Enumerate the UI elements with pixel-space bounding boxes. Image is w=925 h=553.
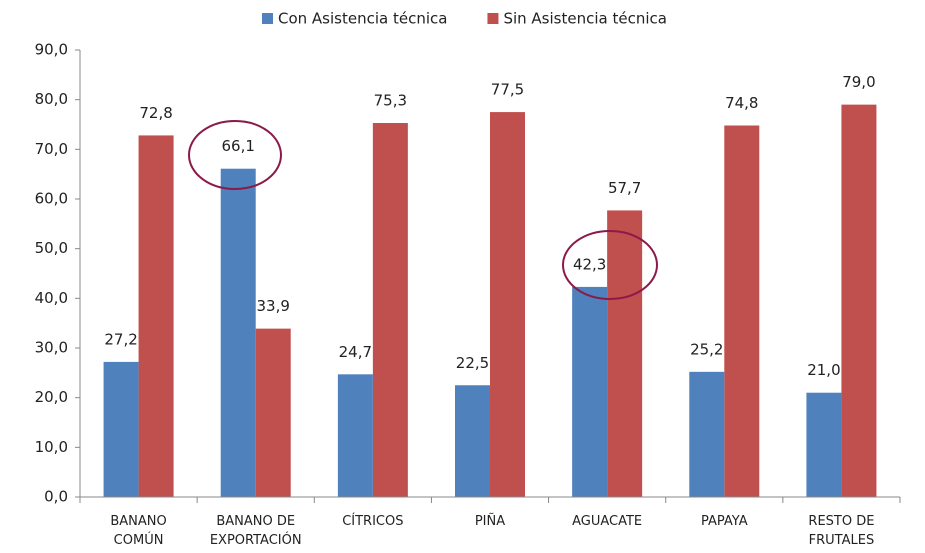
x-tick-label: BANANO DE EXPORTACIÓN bbox=[209, 514, 302, 548]
bar bbox=[255, 328, 291, 497]
data-label: 33,9 bbox=[257, 297, 290, 315]
bar bbox=[607, 210, 643, 497]
y-tick-label: 70,0 bbox=[35, 140, 68, 158]
data-label: 72,8 bbox=[139, 104, 172, 122]
data-label: 57,7 bbox=[608, 179, 641, 197]
data-label: 24,7 bbox=[339, 343, 372, 361]
legend-swatch bbox=[262, 13, 273, 24]
x-tick-label: PIÑA bbox=[474, 514, 506, 529]
bar bbox=[572, 286, 608, 497]
bar bbox=[103, 361, 139, 497]
bar bbox=[138, 135, 174, 497]
legend-label: Con Asistencia técnica bbox=[278, 10, 447, 28]
y-tick-label: 90,0 bbox=[35, 41, 68, 59]
highlight-ellipse bbox=[562, 230, 658, 300]
data-label: 74,8 bbox=[725, 94, 758, 112]
y-tick-label: 20,0 bbox=[35, 388, 68, 406]
y-tick-label: 80,0 bbox=[35, 90, 68, 108]
y-tick-label: 50,0 bbox=[35, 239, 68, 257]
data-label: 21,0 bbox=[807, 361, 840, 379]
legend-swatch bbox=[487, 13, 499, 24]
data-label: 22,5 bbox=[456, 354, 489, 372]
y-tick-label: 30,0 bbox=[35, 339, 68, 357]
data-label: 66,1 bbox=[222, 137, 255, 155]
bar bbox=[337, 374, 373, 497]
bar bbox=[724, 125, 760, 497]
y-tick-label: 60,0 bbox=[35, 190, 68, 208]
data-label: 77,5 bbox=[491, 81, 524, 99]
bar bbox=[372, 123, 408, 497]
y-tick-label: 0,0 bbox=[44, 488, 68, 506]
y-tick-label: 10,0 bbox=[35, 438, 68, 456]
data-label: 79,0 bbox=[842, 73, 875, 91]
y-tick-label: 40,0 bbox=[35, 289, 68, 307]
legend-label: Sin Asistencia técnica bbox=[503, 10, 666, 28]
x-tick-label: BANANO COMÚN bbox=[110, 514, 167, 548]
x-tick-label: AGUACATE bbox=[572, 514, 643, 529]
bar bbox=[490, 112, 525, 497]
data-label: 27,2 bbox=[104, 330, 137, 348]
bar bbox=[220, 168, 256, 497]
x-tick-label: PAPAYA bbox=[700, 514, 748, 529]
bar bbox=[689, 371, 725, 497]
x-tick-label: RESTO DE FRUTALES bbox=[808, 514, 875, 548]
data-label: 75,3 bbox=[374, 92, 407, 110]
highlight-ellipse bbox=[188, 120, 282, 190]
data-label: 42,3 bbox=[573, 255, 606, 273]
bar bbox=[841, 104, 877, 497]
x-tick-label: CÍTRICOS bbox=[342, 514, 404, 529]
bar bbox=[455, 385, 490, 497]
data-label: 25,2 bbox=[690, 340, 723, 358]
bar bbox=[806, 392, 842, 497]
